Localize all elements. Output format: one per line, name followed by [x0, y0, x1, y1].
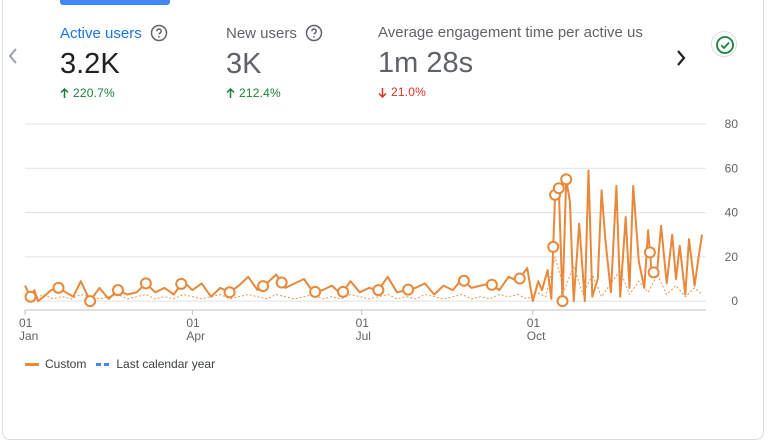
metric-change: 220.7% — [60, 86, 168, 100]
annotation-marker — [485, 278, 498, 291]
help-icon[interactable] — [305, 24, 323, 42]
next-metrics-button[interactable] — [672, 46, 690, 70]
x-tick-day: 01 — [356, 316, 370, 330]
annotation-marker — [223, 286, 236, 299]
metric-label: Average engagement time per active us — [378, 24, 643, 41]
legend-label-previous: Last calendar year — [116, 357, 216, 371]
metric-change: 212.4% — [226, 86, 323, 100]
annotation-marker — [560, 173, 573, 186]
metric-label: Active users — [60, 24, 142, 42]
annotation-marker — [513, 272, 526, 285]
x-tick-month: Apr — [186, 329, 205, 343]
y-tick-label: 60 — [725, 161, 739, 175]
annotation-marker — [257, 280, 270, 293]
annotation-marker — [547, 240, 560, 253]
annotation-marker — [457, 274, 470, 287]
series-line-custom — [24, 169, 703, 303]
annotation-marker — [139, 277, 152, 290]
annotation-marker — [647, 266, 660, 279]
y-tick-label: 20 — [725, 250, 739, 264]
y-tick-label: 40 — [725, 206, 739, 220]
legend-label-custom: Custom — [45, 357, 87, 371]
annotation-marker — [309, 285, 322, 298]
legend-swatch-previous — [96, 362, 111, 366]
metric-value: 3.2K — [60, 48, 120, 80]
status-indicator[interactable] — [711, 31, 737, 57]
annotation-marker — [275, 276, 288, 289]
arrow-down-icon — [378, 87, 387, 98]
x-tick-month: Oct — [527, 329, 546, 343]
previous-metrics-button[interactable] — [4, 44, 22, 68]
metric-value: 1m 28s — [378, 47, 474, 79]
annotation-marker — [24, 290, 37, 303]
help-icon[interactable] — [150, 24, 168, 42]
metric-change-value: 212.4% — [239, 86, 281, 100]
chevron-right-icon — [677, 50, 686, 66]
legend-item-previous[interactable]: Last calendar year — [96, 357, 215, 371]
legend-swatch-custom — [25, 362, 39, 366]
y-tick-label: 0 — [731, 294, 738, 308]
metric-change-value: 220.7% — [73, 86, 115, 100]
annotation-marker — [175, 277, 188, 290]
legend-item-custom[interactable]: Custom — [25, 357, 86, 371]
metric-change-value: 21.0% — [391, 85, 427, 99]
metric-tab-active-users[interactable]: Active users 3.2K 220.7% — [60, 24, 168, 100]
annotation-marker — [552, 182, 565, 195]
metric-label: New users — [226, 24, 297, 42]
arrow-up-icon — [60, 87, 69, 98]
metric-tab-engagement-time[interactable]: Average engagement time per active us 1m… — [378, 24, 662, 99]
check-circle-icon — [716, 36, 734, 54]
chevron-left-icon — [8, 48, 17, 64]
annotation-marker — [372, 284, 385, 297]
chart-legend: Custom Last calendar year — [25, 357, 225, 371]
series-line-previous — [24, 256, 703, 300]
annotation-marker — [402, 283, 415, 296]
active-tab-indicator — [60, 0, 170, 5]
annotation-marker — [556, 295, 569, 308]
annotation-marker — [52, 281, 65, 294]
x-tick-month: Jan — [19, 329, 38, 343]
annotation-marker — [337, 285, 350, 298]
metric-change: 21.0% — [378, 85, 662, 99]
arrow-up-icon — [226, 87, 235, 98]
x-tick-day: 01 — [186, 316, 200, 330]
annotation-marker — [84, 295, 97, 308]
y-tick-label: 80 — [725, 117, 739, 131]
metric-tab-new-users[interactable]: New users 3K 212.4% — [226, 24, 323, 100]
x-tick-month: Jul — [356, 329, 371, 343]
x-tick-day: 01 — [527, 316, 541, 330]
annotation-marker — [643, 246, 656, 259]
x-tick-day: 01 — [19, 316, 33, 330]
metric-value: 3K — [226, 48, 262, 80]
annotation-marker — [111, 284, 124, 297]
